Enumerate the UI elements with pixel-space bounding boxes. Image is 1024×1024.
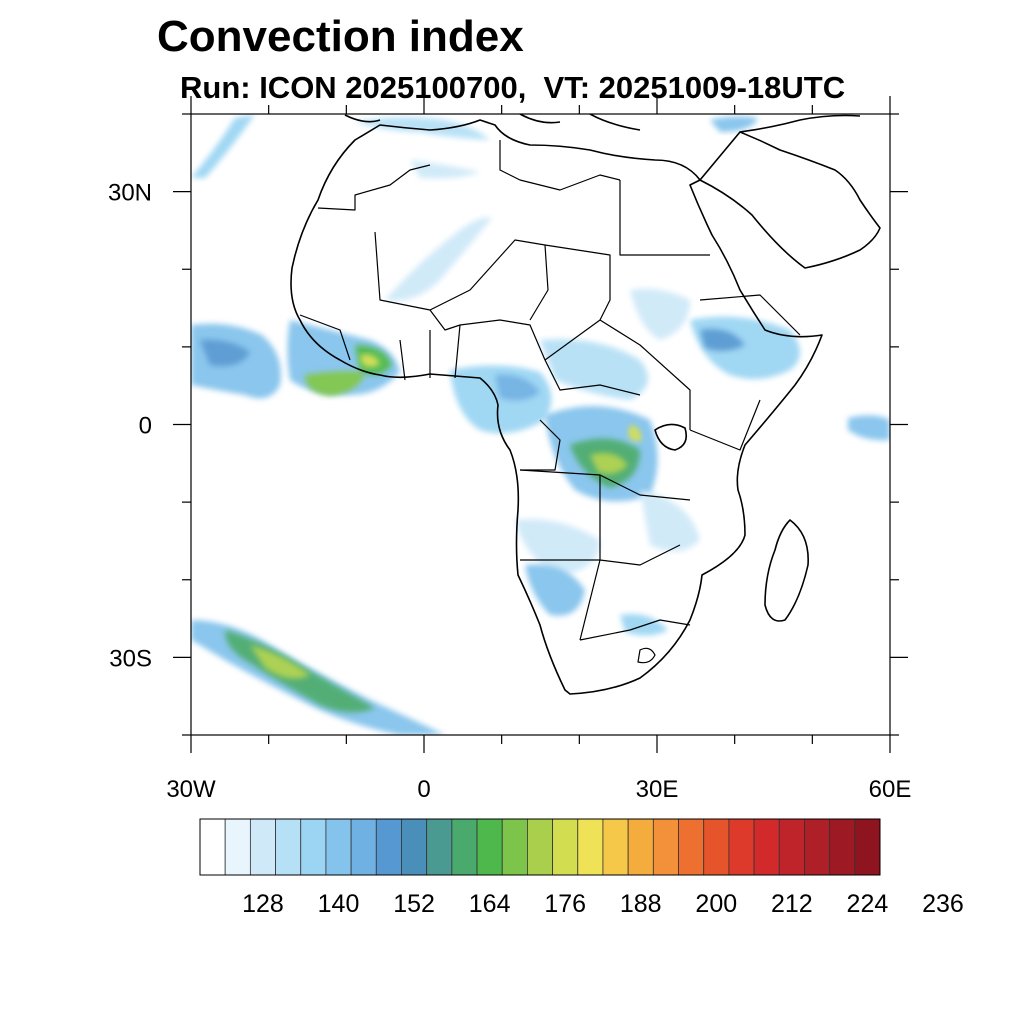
colorbar-swatch (249, 818, 276, 876)
colorbar-swatch (778, 818, 805, 876)
colorbar-label: 224 (847, 890, 889, 918)
colorbar-label: 236 (922, 890, 964, 918)
colorbar-swatch (854, 818, 881, 876)
colorbar-frame (199, 818, 881, 876)
colorbar-swatch (552, 818, 579, 876)
colorbar-swatch (451, 818, 478, 876)
lon-tick-label: 0 (417, 776, 430, 803)
colorbar-label: 176 (544, 890, 586, 918)
colorbar-swatch (476, 818, 503, 876)
plot-frame (190, 113, 891, 736)
colorbar-swatch (527, 818, 553, 876)
colorbar-swatch (703, 818, 730, 876)
chart-subtitle: Run: ICON 2025100700, VT: 20251009-18UTC (180, 70, 846, 105)
colorbar-swatch (829, 818, 856, 876)
colorbar-swatch (300, 818, 327, 876)
lon-tick-label: 60E (869, 776, 912, 803)
colorbar-swatch (627, 818, 654, 876)
colorbar-swatch (501, 818, 528, 876)
country-borders (299, 140, 801, 664)
colorbar-label: 140 (318, 890, 360, 918)
colorbar-swatch (577, 818, 604, 876)
colorbar-swatch (275, 818, 302, 876)
colorbar-swatch (224, 818, 251, 876)
colorbar-label: 164 (469, 890, 511, 918)
lat-tick-label: 30N (108, 180, 152, 207)
colorbar-swatch (325, 818, 352, 876)
colorbar-label: 188 (620, 890, 662, 918)
colorbar-swatch (602, 818, 629, 876)
lat-tick-label: 0 (139, 413, 152, 440)
colorbar-swatch (426, 818, 453, 876)
lon-tick-label: 30E (636, 776, 679, 803)
colorbar-swatch (728, 818, 755, 876)
colorbar-swatch (753, 818, 780, 876)
colorbar-label: 152 (393, 890, 435, 918)
colorbar-swatch (350, 818, 377, 876)
colorbar-swatch (375, 818, 402, 876)
colorbar-label: 200 (695, 890, 737, 918)
convection-field (191, 114, 890, 735)
colorbar-swatch (199, 818, 226, 876)
coastlines (290, 114, 881, 695)
colorbar-label: 212 (771, 890, 813, 918)
colorbar-swatch (652, 818, 679, 876)
latitude-axis: 30N 0 30S (108, 113, 908, 736)
colorbar-label: 128 (242, 890, 284, 918)
chart-title: Convection index (157, 12, 524, 61)
lon-tick-label: 30W (166, 776, 216, 803)
colorbar: 128 140 152 164 176 188 200 212 224 236 (199, 818, 964, 918)
colorbar-swatch (804, 818, 831, 876)
lat-tick-label: 30S (109, 645, 152, 672)
colorbar-swatch (401, 818, 428, 876)
longitude-axis: 30W 0 30E 60E (166, 96, 911, 803)
colorbar-swatch (678, 818, 705, 876)
